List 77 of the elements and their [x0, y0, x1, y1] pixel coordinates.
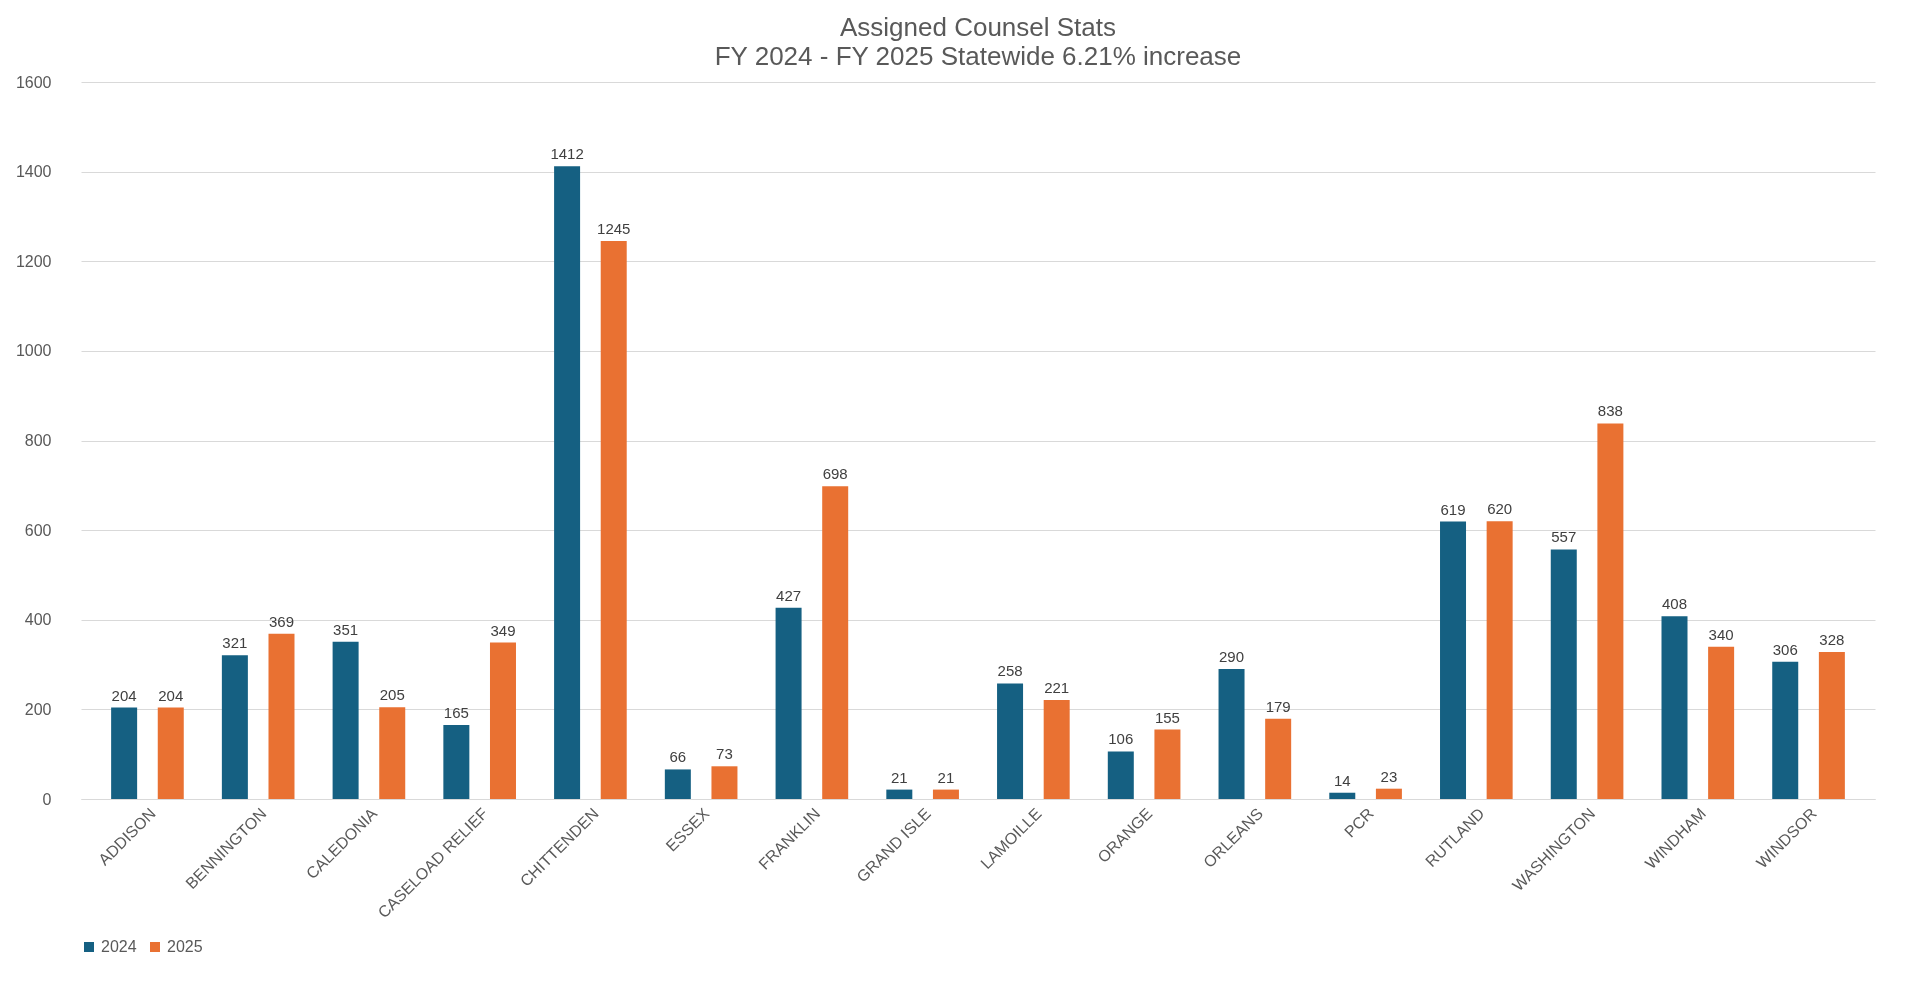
bar: [997, 683, 1024, 799]
bar: [775, 607, 802, 799]
data-label: 698: [822, 465, 848, 483]
bar: [1329, 792, 1356, 799]
chart-subtitle: FY 2024 - FY 2025 Statewide 6.21% increase: [714, 41, 1242, 71]
bar: [157, 707, 184, 799]
data-label: 205: [379, 686, 405, 704]
bar: [886, 789, 913, 799]
bar: [221, 655, 248, 799]
bar: [1218, 669, 1245, 799]
y-tick-label: 1200: [15, 252, 52, 270]
chart-title: Assigned Counsel Stats: [839, 12, 1117, 42]
bar: [332, 641, 359, 799]
data-label: 838: [1597, 402, 1623, 420]
data-label: 1245: [597, 220, 631, 238]
data-label: 14: [1333, 771, 1351, 789]
data-label: 106: [1108, 730, 1134, 748]
data-label: 221: [1044, 678, 1070, 696]
legend-label: 2025: [167, 938, 203, 955]
bar: [1107, 751, 1134, 799]
bar: [1486, 521, 1513, 799]
y-tick-label: 200: [24, 700, 52, 718]
bar: [664, 769, 691, 799]
data-label: 1412: [550, 145, 584, 163]
data-label: 427: [776, 586, 802, 604]
bar: [111, 707, 138, 799]
data-label: 328: [1819, 631, 1845, 649]
data-label: 21: [890, 768, 908, 786]
data-label: 351: [333, 620, 359, 638]
data-label: 66: [669, 748, 687, 766]
bar: [1661, 616, 1688, 799]
data-label: 204: [111, 686, 137, 704]
bar: [932, 789, 959, 799]
data-label: 179: [1265, 697, 1291, 715]
data-label: 306: [1772, 640, 1798, 658]
y-tick-label: 1400: [15, 163, 52, 181]
bar: [268, 633, 295, 799]
bar: [1375, 788, 1402, 799]
data-label: 21: [937, 768, 955, 786]
data-label: 321: [222, 634, 248, 652]
data-label: 204: [158, 686, 184, 704]
bar: [1265, 718, 1292, 799]
bar: [1043, 699, 1070, 799]
bar: [1818, 652, 1845, 799]
y-tick-label: 600: [24, 521, 52, 539]
bar: [1154, 729, 1181, 799]
y-tick-label: 400: [24, 611, 52, 629]
bar: [554, 166, 581, 799]
data-label: 155: [1154, 708, 1180, 726]
y-tick-label: 0: [42, 790, 52, 808]
data-label: 619: [1440, 500, 1466, 518]
bar: [822, 486, 849, 799]
data-label: 408: [1661, 595, 1688, 613]
data-label: 620: [1487, 500, 1513, 518]
data-label: 369: [268, 612, 295, 630]
data-label: 23: [1380, 767, 1398, 785]
bar: [1708, 646, 1735, 799]
data-label: 557: [1551, 528, 1577, 546]
bar: [379, 707, 406, 799]
bar: [489, 642, 516, 799]
data-label: 73: [716, 745, 733, 763]
data-label: 349: [490, 621, 516, 639]
y-tick-label: 1000: [15, 342, 52, 360]
data-label: 258: [997, 662, 1023, 680]
bar: [1772, 661, 1799, 799]
data-label: 340: [1708, 625, 1734, 643]
legend-label: 2024: [101, 938, 137, 955]
y-tick-label: 1600: [15, 73, 52, 91]
bar: [1597, 423, 1624, 799]
bar: [711, 766, 738, 799]
data-label: 290: [1219, 648, 1245, 666]
bar: [1550, 549, 1577, 799]
y-tick-label: 800: [24, 432, 52, 449]
bar: [443, 725, 470, 799]
data-label: 165: [443, 704, 469, 722]
bar: [600, 241, 627, 799]
bar: [1440, 521, 1467, 799]
